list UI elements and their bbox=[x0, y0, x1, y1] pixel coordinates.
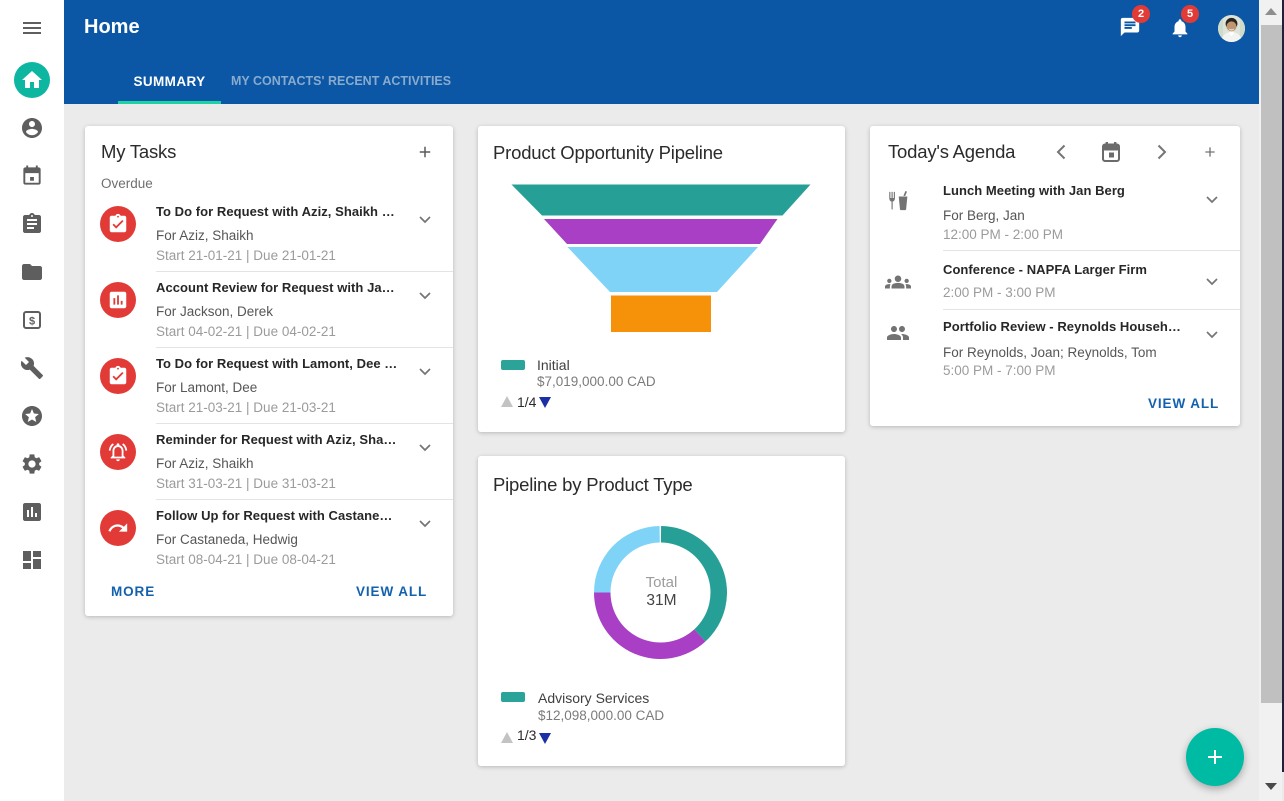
svg-text:$: $ bbox=[29, 316, 35, 328]
